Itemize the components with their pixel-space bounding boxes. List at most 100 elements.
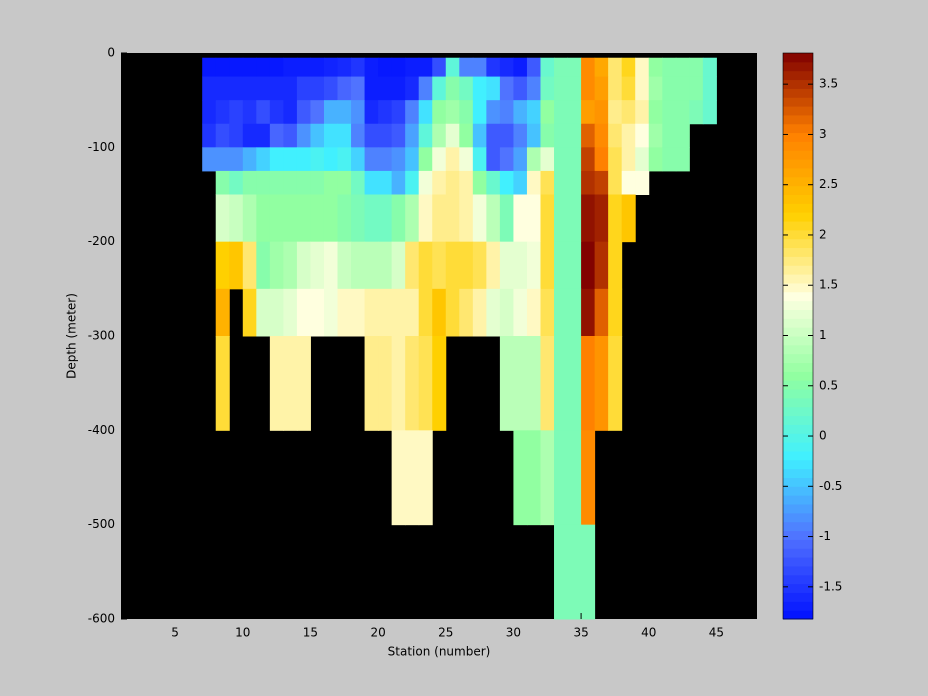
heatmap-cell — [567, 57, 582, 78]
heatmap-cell — [499, 241, 514, 290]
heatmap-cell — [215, 336, 230, 431]
heatmap-cell — [432, 194, 447, 243]
heatmap-cell — [310, 241, 325, 290]
heatmap-cell — [283, 123, 298, 148]
heatmap-cell — [472, 147, 487, 172]
heatmap-cell — [689, 57, 704, 78]
heatmap-cell — [581, 170, 596, 195]
colorbar-step — [783, 406, 813, 417]
heatmap-cell — [256, 100, 271, 125]
heatmap-cell — [540, 170, 555, 195]
heatmap-cell — [432, 147, 447, 172]
heatmap-cell — [378, 336, 393, 431]
colorbar-step — [783, 327, 813, 337]
heatmap-cell — [581, 57, 596, 78]
heatmap-cell — [310, 288, 325, 337]
heatmap-cell — [608, 76, 623, 101]
heatmap-cell — [296, 288, 311, 337]
colorbar-step — [783, 548, 813, 558]
heatmap-cell — [269, 170, 284, 195]
colorbar-step — [783, 353, 813, 364]
heatmap-cell — [608, 100, 623, 125]
heatmap-cell — [269, 100, 284, 125]
colorbar-step — [783, 530, 813, 540]
heatmap-cell — [581, 524, 596, 620]
heatmap-cell — [202, 57, 217, 78]
heatmap-cell — [675, 100, 690, 125]
colorbar-step — [783, 512, 813, 523]
colorbar-tick-label: -1.5 — [819, 579, 842, 593]
heatmap-cell — [364, 194, 379, 243]
heatmap-cell — [567, 336, 582, 431]
colorbar-step — [783, 247, 813, 257]
heatmap-cell — [215, 147, 230, 172]
heatmap-cell — [594, 336, 609, 431]
heatmap-cell — [391, 430, 406, 526]
heatmap-cell — [540, 430, 555, 526]
colorbar-tick-label: 1 — [819, 328, 827, 342]
heatmap-cell — [486, 241, 501, 290]
heatmap-cell — [526, 170, 541, 195]
heatmap-cell — [499, 76, 514, 101]
heatmap-cell — [635, 100, 650, 125]
heatmap-cell — [296, 194, 311, 243]
heatmap-cell — [269, 147, 284, 172]
colorbar-step — [783, 229, 813, 240]
heatmap-cell — [459, 147, 474, 172]
heatmap-cell — [405, 241, 420, 290]
heatmap-cell — [567, 524, 582, 620]
colorbar-step — [783, 97, 813, 107]
heatmap-cell — [364, 100, 379, 125]
heatmap-cell — [256, 288, 271, 337]
heatmap-cell — [459, 194, 474, 243]
heatmap-cell — [215, 170, 230, 195]
colorbar-step — [783, 150, 813, 160]
heatmap-cell — [513, 76, 528, 101]
heatmap-cell — [378, 288, 393, 337]
heatmap-cell — [499, 288, 514, 337]
x-tick-label: 5 — [171, 626, 179, 640]
heatmap-cell — [513, 123, 528, 148]
heatmap-cell — [472, 100, 487, 125]
heatmap-cell — [432, 241, 447, 290]
colorbar-step — [783, 203, 813, 213]
colorbar-step — [783, 344, 813, 355]
heatmap-cell — [445, 123, 460, 148]
colorbar-step — [783, 256, 813, 266]
heatmap-cell — [702, 76, 717, 101]
heatmap-cell — [445, 170, 460, 195]
heatmap-cell — [513, 100, 528, 125]
heatmap-cell — [242, 76, 257, 101]
heatmap-cell — [310, 123, 325, 148]
heatmap-cell — [405, 430, 420, 526]
heatmap-cell — [432, 336, 447, 431]
colorbar-step — [783, 610, 813, 620]
heatmap-cell — [581, 100, 596, 125]
heatmap-cell — [594, 288, 609, 337]
x-tick-label: 35 — [573, 626, 588, 640]
heatmap-cell — [554, 170, 569, 195]
colorbar-step — [783, 389, 813, 399]
heatmap-cell — [499, 147, 514, 172]
heatmap-cell — [445, 147, 460, 172]
heatmap-cell — [648, 147, 663, 172]
colorbar-step — [783, 274, 813, 284]
heatmap-cell — [242, 241, 257, 290]
heatmap-cell — [283, 194, 298, 243]
heatmap-cell — [445, 100, 460, 125]
colorbar-step — [783, 221, 813, 231]
heatmap-cell — [337, 288, 352, 337]
heatmap-cell — [364, 147, 379, 172]
y-tick-label: -200 — [88, 234, 115, 248]
heatmap-cell — [364, 57, 379, 78]
heatmap-cell — [594, 194, 609, 243]
colorbar-step — [783, 371, 813, 381]
heatmap-cell — [323, 241, 339, 290]
heatmap-cell — [445, 288, 460, 337]
heatmap-cell — [256, 76, 271, 101]
heatmap-cell — [405, 336, 420, 431]
heatmap-cell — [472, 123, 487, 148]
colorbar-step — [783, 415, 813, 425]
heatmap-cell — [418, 336, 433, 431]
heatmap-cell — [283, 336, 298, 431]
